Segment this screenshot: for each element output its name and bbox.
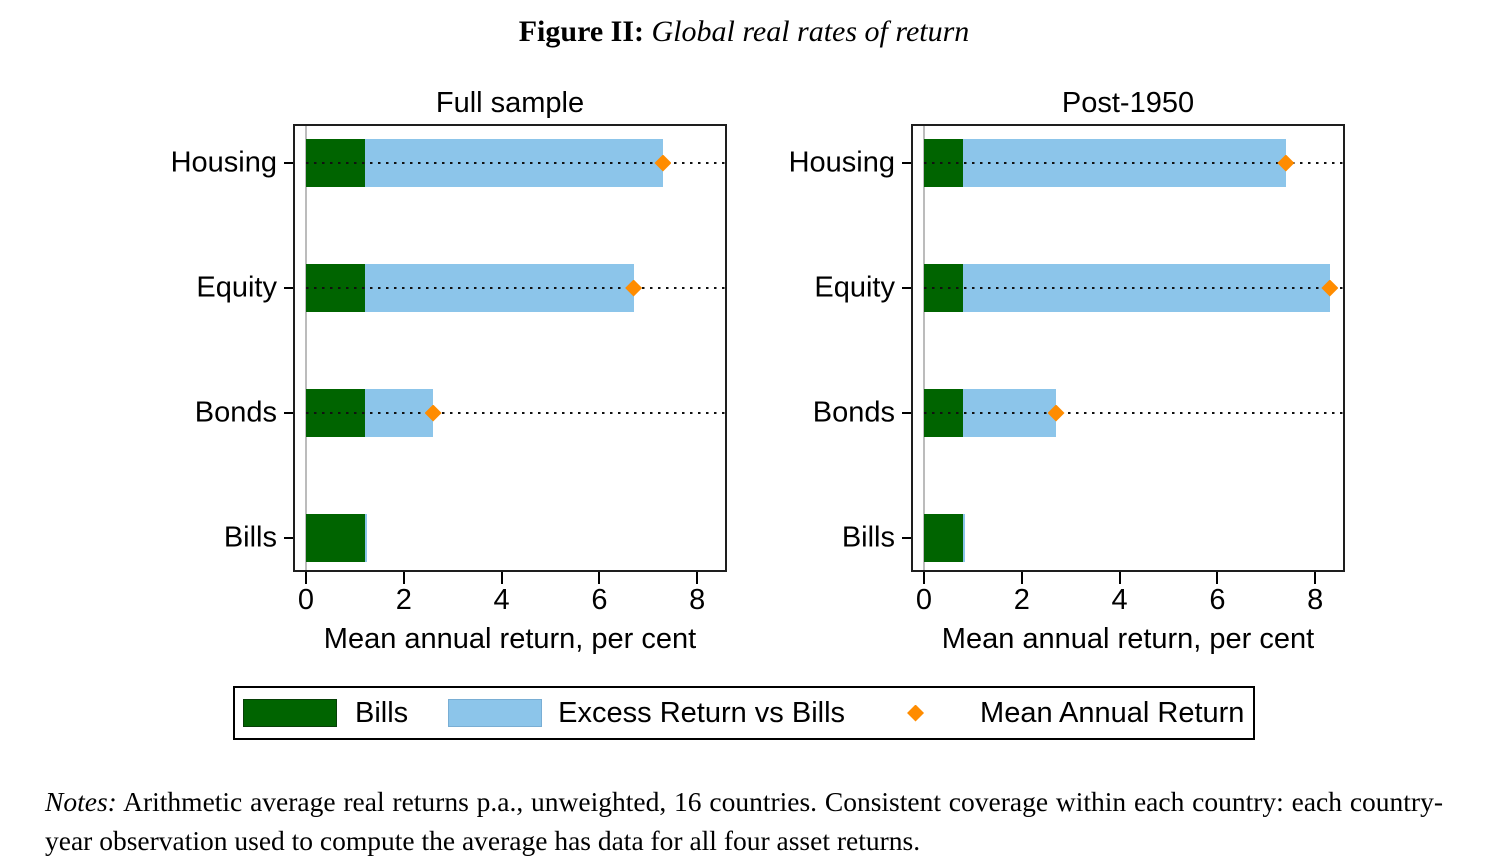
x-tick-4 — [1118, 572, 1121, 584]
dotted-guide-bonds — [306, 412, 725, 414]
x-tick-label-6: 6 — [1209, 584, 1226, 616]
x-tick-6 — [1216, 572, 1219, 584]
legend-diamond-icon — [907, 704, 925, 722]
category-tick-equity — [284, 287, 293, 289]
legend-excess-swatch — [448, 699, 543, 727]
x-tick-8 — [696, 572, 699, 584]
category-label-housing: Housing — [170, 146, 277, 179]
bar-bills — [306, 514, 367, 562]
legend-marker-label: Mean Annual Return — [980, 696, 1245, 729]
x-axis-post-1950: 0 2 4 6 8 — [911, 572, 1345, 620]
bar-bills — [924, 514, 966, 562]
dotted-guide-equity — [306, 287, 725, 289]
category-tick-equity — [902, 287, 911, 289]
x-tick-label-8: 8 — [689, 584, 706, 616]
mean-return-diamond-equity — [1321, 279, 1339, 297]
category-label-bonds: Bonds — [194, 396, 277, 429]
category-label-equity: Equity — [196, 271, 277, 304]
x-tick-label-8: 8 — [1307, 584, 1324, 616]
x-tick-label-0: 0 — [297, 584, 315, 616]
notes-label: Notes: — [45, 786, 117, 817]
x-tick-4 — [500, 572, 503, 584]
category-label-housing: Housing — [788, 146, 895, 179]
notes-text: Arithmetic average real returns p.a., un… — [45, 786, 1443, 856]
mean-return-diamond-equity — [625, 279, 643, 297]
zero-gridline — [923, 126, 925, 570]
mean-return-diamond-bonds — [424, 404, 442, 422]
dotted-guide-housing — [306, 162, 725, 164]
dotted-guide-bonds — [924, 412, 1343, 414]
x-tick-8 — [1314, 572, 1317, 584]
x-axis-label-full-sample: Mean annual return, per cent — [323, 623, 697, 655]
figure-notes: Notes: Arithmetic average real returns p… — [45, 782, 1443, 856]
mean-return-diamond-housing — [654, 154, 672, 172]
x-tick-0 — [923, 572, 925, 584]
x-axis-full-sample: 0 2 4 6 8 — [293, 572, 727, 620]
bar-bills-excess-segment — [963, 514, 966, 562]
x-axis-label-post-1950: Mean annual return, per cent — [941, 623, 1315, 655]
x-tick-label-6: 6 — [591, 584, 608, 616]
legend-bills-swatch — [243, 699, 337, 727]
legend: Bills Excess Return vs Bills Mean Annual… — [233, 686, 1255, 740]
figure-title-prefix: Figure II: — [518, 15, 644, 48]
bar-bills-bills-segment — [924, 514, 964, 562]
x-tick-label-2: 2 — [1013, 584, 1030, 616]
x-tick-label-2: 2 — [395, 584, 412, 616]
x-tick-label-0: 0 — [915, 584, 933, 616]
category-axis-post-1950: Housing Equity Bonds Bills — [761, 124, 911, 572]
dotted-guide-equity — [924, 287, 1343, 289]
figure-title-text: Global real rates of return — [651, 15, 970, 48]
dotted-guide-housing — [924, 162, 1343, 164]
category-label-bonds: Bonds — [812, 396, 895, 429]
x-tick-label-4: 4 — [493, 584, 510, 616]
x-tick-label-4: 4 — [1111, 584, 1128, 616]
bar-bills-excess-segment — [364, 514, 367, 562]
category-axis-full-sample: Housing Equity Bonds Bills — [143, 124, 293, 572]
chart-title-full-sample: Full sample — [435, 87, 585, 119]
x-tick-0 — [305, 572, 307, 584]
category-label-bills: Bills — [841, 521, 895, 554]
legend-bills-label: Bills — [355, 696, 409, 729]
category-label-bills: Bills — [223, 521, 277, 554]
x-tick-2 — [402, 572, 405, 584]
category-tick-bonds — [902, 412, 911, 414]
category-tick-bills — [284, 537, 293, 539]
category-tick-housing — [902, 162, 911, 164]
category-tick-bonds — [284, 412, 293, 414]
legend-excess-label: Excess Return vs Bills — [558, 696, 846, 729]
figure-title: Figure II: Global real rates of return — [0, 14, 1488, 50]
bar-bills-bills-segment — [306, 514, 365, 562]
mean-return-diamond-bonds — [1047, 404, 1065, 422]
category-tick-bills — [902, 537, 911, 539]
chart-full-sample: Full sample Housing Equity Bonds Bills 0 2 4 6… — [143, 86, 727, 656]
plot-area-post-1950 — [911, 124, 1345, 572]
category-label-equity: Equity — [814, 271, 895, 304]
chart-title-post-1950: Post-1950 — [1061, 87, 1195, 119]
mean-return-diamond-housing — [1277, 154, 1295, 172]
charts-row: Full sample Housing Equity Bonds Bills 0 2 4 6… — [0, 86, 1488, 656]
category-tick-housing — [284, 162, 293, 164]
plot-area-full-sample — [293, 124, 727, 572]
x-tick-2 — [1020, 572, 1023, 584]
zero-gridline — [305, 126, 307, 570]
x-tick-6 — [598, 572, 601, 584]
